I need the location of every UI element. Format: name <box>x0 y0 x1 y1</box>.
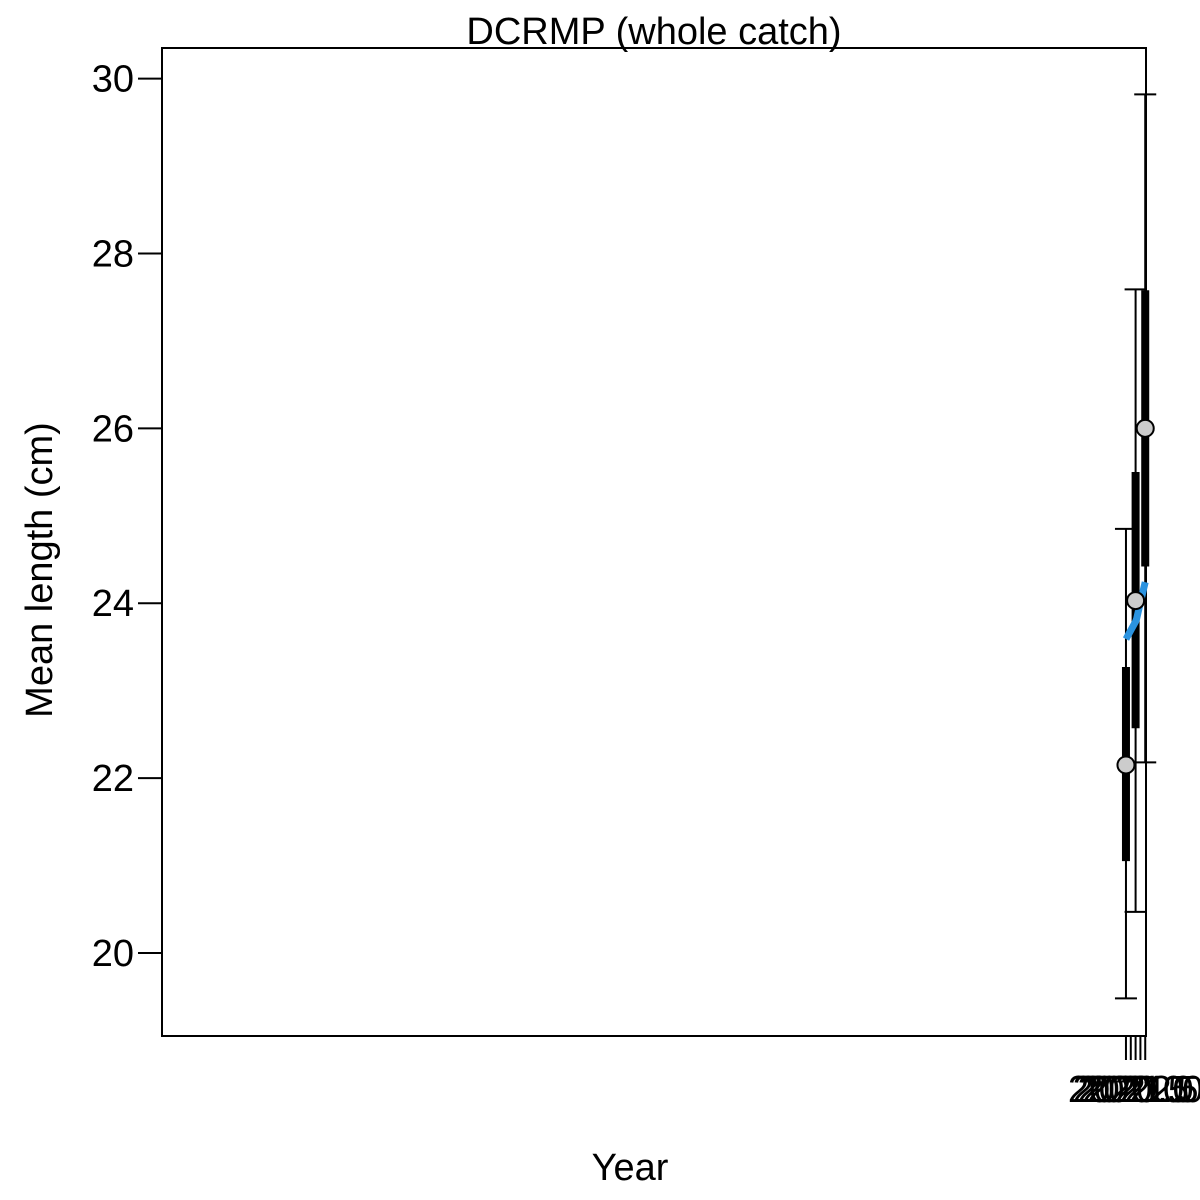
data-point <box>1126 591 1146 611</box>
y-axis-label: Mean length (cm) <box>19 422 61 718</box>
x-tick-label: 2021.0 <box>1077 1069 1193 1111</box>
y-tick-label: 26 <box>92 408 134 450</box>
y-tick-label: 28 <box>92 233 134 275</box>
x-tick-label: 2020.5 <box>1073 1069 1189 1111</box>
observed-points <box>1116 418 1155 775</box>
x-tick-label: 2020.0 <box>1068 1069 1184 1111</box>
y-tick-label: 30 <box>92 59 134 101</box>
data-point <box>1116 755 1136 775</box>
x-tick-label: 2022.0 <box>1087 1069 1200 1111</box>
x-tick-label: 2021.5 <box>1082 1069 1198 1111</box>
error-bars <box>1114 93 1157 1000</box>
y-axis: 20 22 24 26 28 30 <box>92 59 162 975</box>
data-point <box>1135 418 1155 438</box>
y-tick-label: 22 <box>92 758 134 800</box>
x-axis-label: Year <box>592 1147 669 1189</box>
y-tick-label: 24 <box>92 583 134 625</box>
y-tick-label: 20 <box>92 933 134 975</box>
plot-frame <box>161 47 1147 1037</box>
chart-title: DCRMP (whole catch) <box>466 11 841 53</box>
